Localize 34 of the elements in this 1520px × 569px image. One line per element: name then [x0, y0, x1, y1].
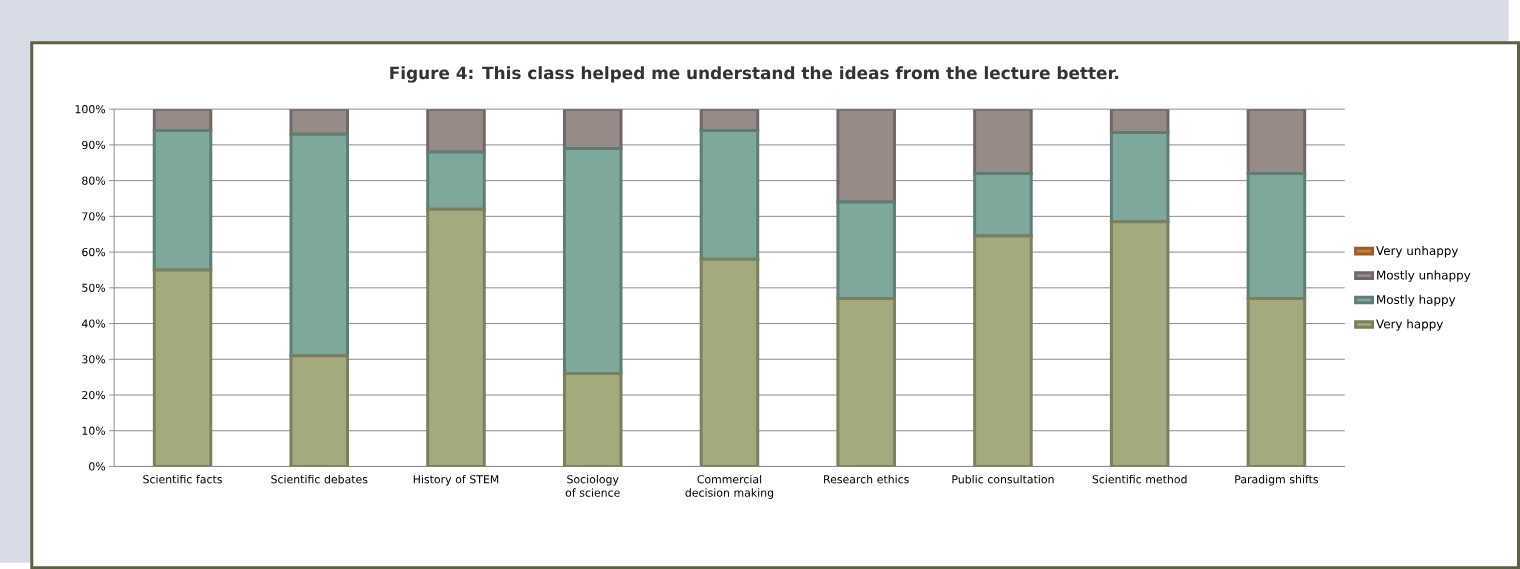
bar [973, 171, 1033, 238]
bar [836, 109, 896, 204]
chart-title: Figure 4: This class helped me understand the ideas from the lecture better. [390, 66, 1119, 83]
bar [426, 150, 486, 211]
bar [973, 234, 1033, 467]
bar [973, 109, 1033, 175]
y-tick-label: 70% [82, 212, 106, 221]
y-tick-label: 90% [82, 140, 106, 149]
x-tick-label: Scientific method [1092, 474, 1187, 484]
y-tick-label: 40% [81, 319, 106, 328]
x-tick-label: History of STEM [413, 474, 499, 486]
x-tick-label: Scientific debates [271, 474, 368, 484]
y-tick-label: 50% [82, 283, 106, 292]
y-tick-label: 60% [82, 247, 106, 257]
x-tick-label: Paradigm shifts [1235, 474, 1319, 486]
y-tick-label: 0% [89, 462, 106, 471]
legend-label: Very unhappy [1376, 245, 1459, 258]
x-tick-label: Research ethics [824, 474, 909, 484]
x-tick-label: Commercial decision making [685, 474, 774, 499]
legend-label: Mostly unhappy [1377, 270, 1471, 282]
y-tick-label: 100% [75, 104, 106, 114]
y-tick-label: 10% [82, 426, 106, 435]
x-tick-label: Sociology of science [565, 474, 620, 497]
bar [562, 146, 623, 375]
y-tick-label: 20% [82, 390, 106, 400]
y-tick-label: 30% [82, 355, 106, 364]
bar [836, 200, 896, 300]
bar [1246, 171, 1307, 300]
x-tick-label: Public consultation [952, 474, 1054, 484]
legend-label: Very happy [1376, 319, 1443, 331]
bar [699, 129, 760, 261]
x-tick-label: Scientific facts [143, 474, 222, 484]
legend-label: Mostly happy [1377, 294, 1456, 307]
y-tick-label: 80% [82, 176, 106, 185]
